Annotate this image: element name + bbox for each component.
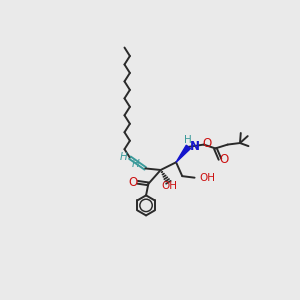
Text: OH: OH bbox=[161, 181, 177, 191]
Text: H: H bbox=[120, 152, 128, 162]
Text: O: O bbox=[128, 176, 138, 189]
Text: H: H bbox=[131, 159, 139, 169]
Text: OH: OH bbox=[199, 173, 215, 183]
Polygon shape bbox=[176, 145, 190, 162]
Text: O: O bbox=[202, 136, 212, 149]
Text: N: N bbox=[190, 140, 200, 153]
Text: H: H bbox=[184, 135, 191, 145]
Text: O: O bbox=[219, 154, 228, 166]
